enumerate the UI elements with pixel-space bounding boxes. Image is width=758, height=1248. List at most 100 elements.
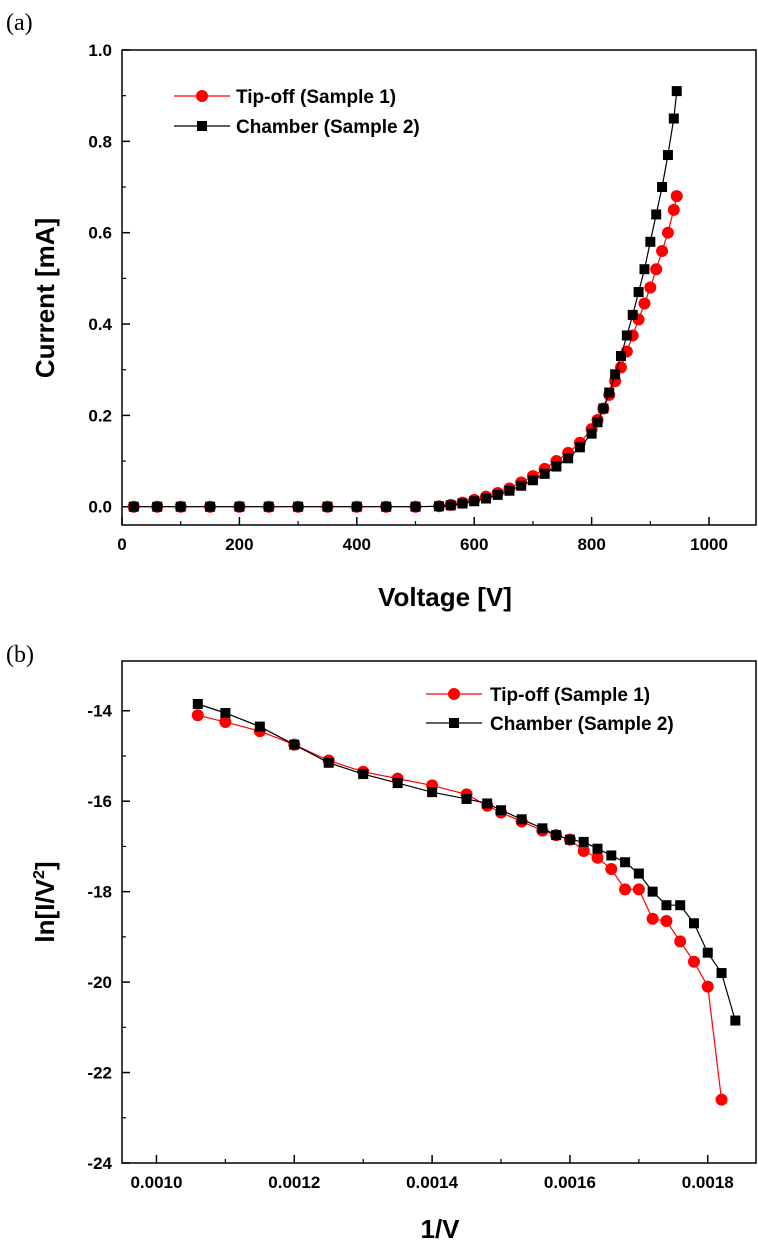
panel-b-data-point-tip-off — [632, 883, 645, 896]
panel-a-data-point-chamber — [671, 86, 682, 97]
panel-b-data-point-chamber — [220, 708, 231, 719]
panel-b-data-point-chamber — [702, 947, 713, 958]
panel-b-data-point-chamber — [496, 805, 507, 816]
panel-a-series-line-chamber — [133, 91, 678, 508]
panel-b: (b) 0.0010 0.0012 0.0014 0.0016 0.0018 -24-2… — [6, 642, 757, 1244]
panel-a-data-point-chamber — [263, 501, 274, 512]
legend-label-chamber: Chamber (Sample 2) — [236, 117, 420, 138]
panel-a-data-point-chamber — [651, 209, 662, 220]
panel-b-data-point-tip-off — [687, 955, 700, 968]
panel-a-data-point-chamber — [645, 236, 656, 247]
panel-b-x-tick-label: 0.0010 — [130, 1173, 182, 1192]
panel-a-y-ticks: 0.0 0.2 0.4 0.6 0.8 1.0 — [88, 41, 130, 517]
panel-a-x-tick-label: 600 — [460, 535, 488, 554]
panel-a-data-point-chamber — [604, 387, 615, 398]
panel-a-x-ticks: 0 200 400 600 800 1000 — [117, 517, 728, 554]
panel-a-legend: Tip-off (Sample 1) Chamber (Sample 2) — [174, 87, 420, 138]
panel-b-data-point-chamber — [716, 968, 727, 979]
panel-b-data-point-chamber — [358, 769, 369, 780]
panel-a-y-axis-title: Current [mA] — [30, 218, 60, 378]
panel-b-y-tick-label: -24 — [87, 1154, 112, 1173]
panel-b-data-point-tip-off — [591, 851, 604, 864]
panel-b-data-point-tip-off — [605, 863, 618, 876]
panel-a: (a) 0 200 400 600 800 1000 0.0 0.2 0.4 0.6 0.8 1.0… — [6, 10, 757, 612]
panel-a-data-point-tip-off — [650, 263, 663, 276]
panel-a-data-point-chamber — [234, 501, 245, 512]
panel-a-data-point-chamber — [381, 501, 392, 512]
panel-a-data-point-chamber — [598, 403, 609, 414]
panel-b-y-tick-label: -16 — [87, 792, 112, 811]
panel-a-data-point-chamber — [322, 501, 333, 512]
panel-a-data-point-chamber — [563, 453, 574, 464]
panel-a-data-point-chamber — [480, 493, 491, 504]
panel-a-data-point-chamber — [205, 501, 216, 512]
panel-b-data-point-chamber — [675, 900, 686, 911]
panel-a-data-point-chamber — [592, 417, 603, 428]
panel-b-data-point-chamber — [537, 823, 548, 834]
panel-a-data-point-chamber — [574, 442, 585, 453]
panel-a-x-tick-label: 800 — [577, 535, 605, 554]
panel-b-data-point-chamber — [592, 843, 603, 854]
panel-a-x-tick-label: 1000 — [690, 535, 728, 554]
panel-b-data-point-chamber — [192, 698, 203, 709]
panel-a-data-point-chamber — [610, 369, 621, 380]
legend-item-tip-off: Tip-off (Sample 1) — [174, 87, 396, 108]
panel-a-y-tick-label: 1.0 — [88, 41, 112, 60]
panel-b-data-point-tip-off — [619, 883, 632, 896]
panel-b-y-tick-label: -20 — [87, 973, 112, 992]
panel-b-data-point-chamber — [516, 814, 527, 825]
panel-b-data-point-chamber — [482, 798, 493, 809]
panel-b-x-tick-label: 0.0018 — [682, 1173, 734, 1192]
panel-b-data-point-tip-off — [577, 844, 590, 857]
panel-a-data-point-tip-off — [670, 190, 683, 203]
panel-b-data-point-chamber — [730, 1015, 741, 1026]
panel-b-data-point-chamber — [633, 868, 644, 879]
panel-a-data-point-chamber — [586, 428, 597, 439]
panel-a-data-point-chamber — [504, 485, 515, 496]
panel-a-data-point-chamber — [668, 113, 679, 124]
panel-b-series — [191, 698, 741, 1106]
panel-b-data-point-tip-off — [701, 980, 714, 993]
panel-a-data-point-chamber — [551, 461, 562, 472]
panel-b-data-point-tip-off — [191, 709, 204, 722]
panel-b-data-point-chamber — [647, 886, 658, 897]
legend-item-tip-off: Tip-off (Sample 1) — [426, 685, 650, 706]
panel-a-x-axis-title: Voltage [V] — [378, 582, 512, 612]
panel-a-data-point-chamber — [351, 501, 362, 512]
panel-a-label: (a) — [6, 10, 33, 36]
panel-a-data-point-chamber — [633, 287, 644, 298]
panel-b-x-tick-label: 0.0014 — [406, 1173, 459, 1192]
panel-b-label: (b) — [6, 642, 34, 668]
panel-a-y-tick-label: 0.8 — [88, 132, 112, 151]
panel-a-series — [127, 86, 683, 513]
panel-a-data-point-chamber — [615, 351, 626, 362]
panel-a-plot-frame — [121, 49, 757, 526]
panel-a-data-point-chamber — [152, 501, 163, 512]
legend-marker-circle — [196, 90, 208, 102]
panel-a-data-point-chamber — [457, 498, 468, 509]
panel-b-y-axis-title-suffix: ] — [30, 861, 60, 870]
panel-a-x-tick-label: 400 — [343, 535, 371, 554]
panel-b-series-line-tip-off — [197, 714, 723, 1100]
panel-a-data-point-chamber — [410, 501, 421, 512]
panel-b-y-tick-label: -22 — [87, 1064, 112, 1083]
panel-b-y-axis-title-superscript: 2 — [31, 870, 48, 879]
panel-a-data-point-tip-off — [661, 226, 674, 239]
panel-b-data-point-tip-off — [674, 935, 687, 948]
panel-a-data-point-chamber — [539, 468, 550, 479]
panel-a-y-tick-label: 0.0 — [88, 498, 112, 517]
panel-b-data-point-chamber — [564, 834, 575, 845]
panel-b-data-point-chamber — [323, 757, 334, 768]
panel-a-data-point-chamber — [469, 496, 480, 507]
panel-b-data-point-chamber — [688, 918, 699, 929]
panel-a-data-point-chamber — [639, 264, 650, 275]
panel-a-x-tick-label: 200 — [225, 535, 253, 554]
panel-a-data-point-chamber — [445, 500, 456, 511]
panel-b-x-tick-label: 0.0016 — [544, 1173, 596, 1192]
panel-b-data-point-chamber — [578, 836, 589, 847]
panel-a-data-point-chamber — [621, 330, 632, 341]
legend-item-chamber: Chamber (Sample 2) — [426, 714, 674, 735]
panel-b-y-tick-label: -14 — [87, 702, 112, 721]
legend-label-tip-off: Tip-off (Sample 1) — [236, 87, 396, 108]
